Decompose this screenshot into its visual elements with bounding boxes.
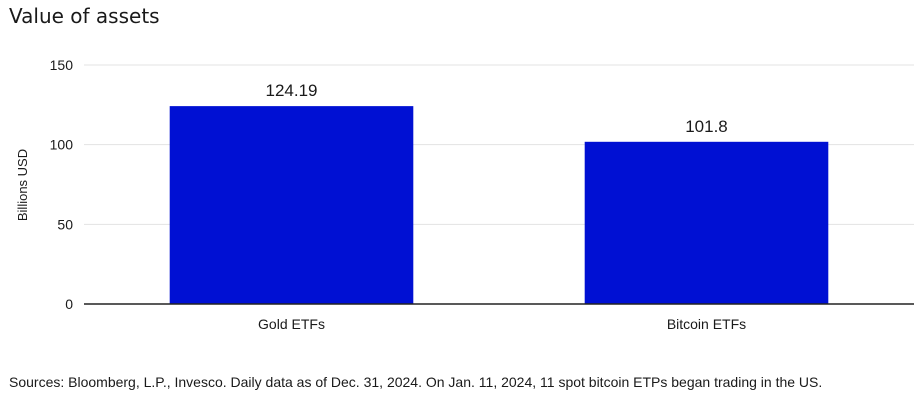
data-label: 124.19 [266, 81, 318, 100]
y-tick-label: 100 [50, 137, 74, 153]
x-tick-label: Gold ETFs [258, 316, 325, 332]
source-note: Sources: Bloomberg, L.P., Invesco. Daily… [9, 374, 823, 390]
bars: 124.19 101.8 [169, 81, 829, 304]
y-tick-label: 0 [65, 296, 73, 312]
bar-gold-etfs [169, 106, 414, 304]
y-tick-label: 150 [50, 57, 74, 73]
data-label: 101.8 [685, 117, 728, 136]
bar-chart: 0 50 100 150 Billions USD 124.19 101.8 Gold … [15, 57, 914, 332]
y-axis-label: Billions USD [15, 149, 30, 221]
chart-title: Value of assets [9, 4, 160, 28]
y-axis-ticks: 0 50 100 150 [50, 57, 74, 312]
x-axis-ticks: Gold ETFs Bitcoin ETFs [258, 316, 746, 332]
bar-bitcoin-etfs [584, 141, 829, 304]
y-tick-label: 50 [57, 216, 73, 232]
x-tick-label: Bitcoin ETFs [667, 316, 746, 332]
